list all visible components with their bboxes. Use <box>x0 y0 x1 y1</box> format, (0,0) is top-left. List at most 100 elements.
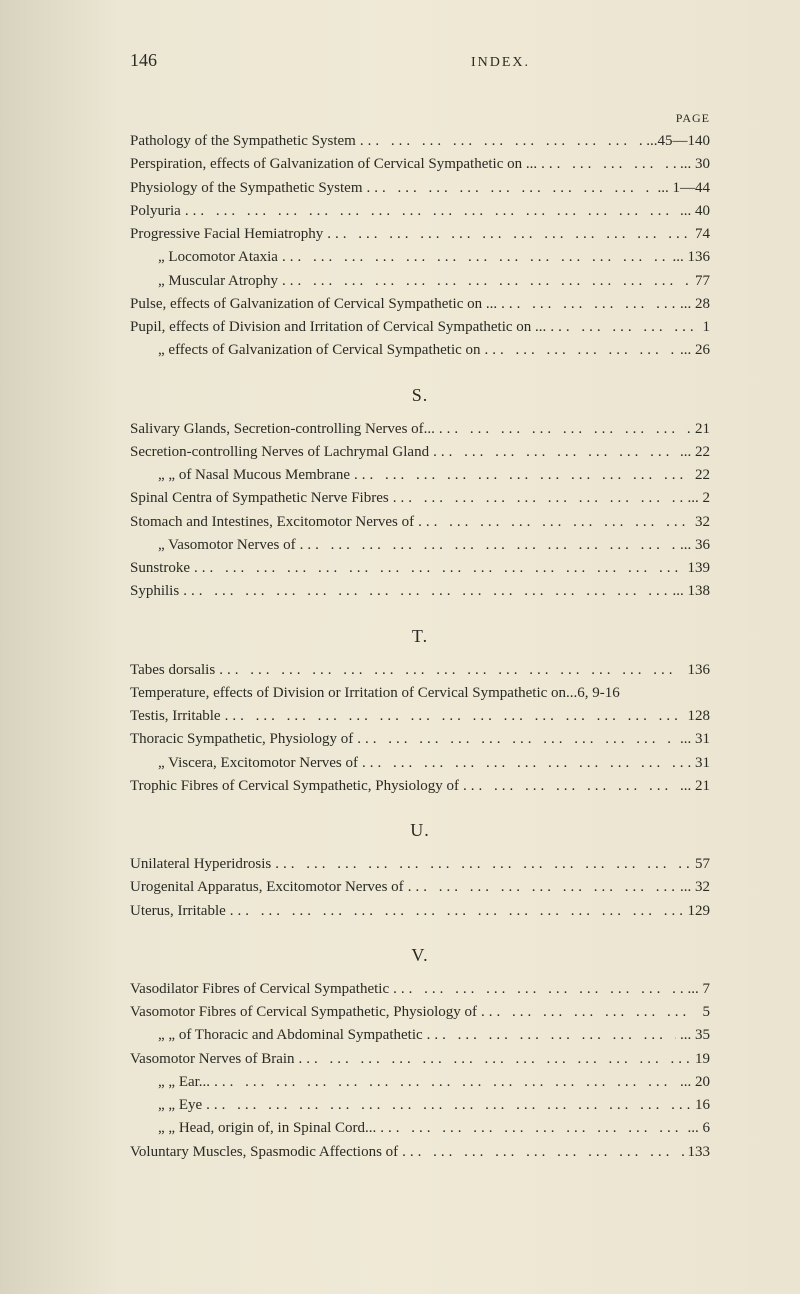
entry-label: „ „ of Thoracic and Abdominal Sympatheti… <box>158 1024 423 1047</box>
index-entry: Vasodilator Fibres of Cervical Sympathet… <box>130 978 710 1001</box>
index-entry: Polyuria... ... ... ... ... ... ... ... … <box>130 200 710 223</box>
index-entry: Pathology of the Sympathetic System... .… <box>130 130 710 153</box>
entry-label: Polyuria <box>130 200 181 223</box>
entry-leader: ... ... ... ... ... ... ... ... ... ... … <box>299 1048 691 1071</box>
entry-label: Testis, Irritable <box>130 705 221 728</box>
sections-container: Pathology of the Sympathetic System... .… <box>130 130 710 1164</box>
entry-label: „ effects of Galvanization of Cervical S… <box>158 339 481 362</box>
entry-label: Thoracic Sympathetic, Physiology of <box>130 728 353 751</box>
entry-label: Uterus, Irritable <box>130 900 226 923</box>
entry-leader: ... ... ... ... ... ... ... ... ... ... … <box>541 153 676 176</box>
entry-pages: 57 <box>695 853 710 876</box>
entry-leader: ... ... ... ... ... ... ... ... ... ... … <box>362 752 691 775</box>
entry-pages: 74 <box>695 223 710 246</box>
index-entry: Testis, Irritable... ... ... ... ... ...… <box>130 705 710 728</box>
entry-label: „ Locomotor Ataxia <box>158 246 278 269</box>
entry-label: „ Vasomotor Nerves of <box>158 534 296 557</box>
index-entry: Stomach and Intestines, Excitomotor Nerv… <box>130 511 710 534</box>
entry-label: Pupil, effects of Division and Irritatio… <box>130 316 546 339</box>
entry-label: Temperature, effects of Division or Irri… <box>130 682 620 705</box>
index-entry: Sunstroke... ... ... ... ... ... ... ...… <box>130 557 710 580</box>
entry-leader: ... ... ... ... ... ... ... ... ... ... … <box>393 487 684 510</box>
index-entry: Perspiration, effects of Galvanization o… <box>130 153 710 176</box>
index-entry: Pulse, effects of Galvanization of Cervi… <box>130 293 710 316</box>
section-letter: U. <box>130 820 710 841</box>
entry-pages: ... 136 <box>673 246 711 269</box>
entry-leader: ... ... ... ... ... ... ... ... ... ... … <box>275 853 691 876</box>
index-entry: „ Muscular Atrophy... ... ... ... ... ..… <box>130 270 710 293</box>
entry-leader: ... ... ... ... ... ... ... ... ... ... … <box>550 316 698 339</box>
entry-pages: ... 2 <box>688 487 711 510</box>
entry-label: Spinal Centra of Sympathetic Nerve Fibre… <box>130 487 389 510</box>
entry-label: Vasodilator Fibres of Cervical Sympathet… <box>130 978 389 1001</box>
section-letter: V. <box>130 945 710 966</box>
entry-label: Vasomotor Nerves of Brain <box>130 1048 295 1071</box>
section-letter: S. <box>130 385 710 406</box>
entry-pages: ... 20 <box>680 1071 710 1094</box>
index-entry: Secretion-controlling Nerves of Lachryma… <box>130 441 710 464</box>
entry-leader: ... ... ... ... ... ... ... ... ... ... … <box>194 557 684 580</box>
entry-pages: 21 <box>695 418 710 441</box>
entry-pages: ... 28 <box>680 293 710 316</box>
entry-pages: 16 <box>695 1094 710 1117</box>
entry-pages: 32 <box>695 511 710 534</box>
entry-leader: ... ... ... ... ... ... ... ... ... ... … <box>360 130 642 153</box>
entry-pages: 129 <box>688 900 711 923</box>
index-entry: Uterus, Irritable... ... ... ... ... ...… <box>130 900 710 923</box>
entry-label: Voluntary Muscles, Spasmodic Affections … <box>130 1141 398 1164</box>
index-entry: „ „ of Thoracic and Abdominal Sympatheti… <box>130 1024 710 1047</box>
entry-label: Tabes dorsalis <box>130 659 215 682</box>
entry-label: Pulse, effects of Galvanization of Cervi… <box>130 293 497 316</box>
entry-pages: ... 26 <box>680 339 710 362</box>
index-entry: Tabes dorsalis... ... ... ... ... ... ..… <box>130 659 710 682</box>
entry-pages: 128 <box>688 705 711 728</box>
entry-pages: 136 <box>688 659 711 682</box>
page-header: 146 INDEX. <box>130 50 710 71</box>
entry-label: Unilateral Hyperidrosis <box>130 853 271 876</box>
entry-label: Salivary Glands, Secretion-controlling N… <box>130 418 435 441</box>
index-entry: Temperature, effects of Division or Irri… <box>130 682 710 705</box>
entry-label: Pathology of the Sympathetic System <box>130 130 356 153</box>
entry-leader: ... ... ... ... ... ... ... ... ... ... … <box>282 246 669 269</box>
index-entry: Vasomotor Nerves of Brain... ... ... ...… <box>130 1048 710 1071</box>
index-entry: Vasomotor Fibres of Cervical Sympathetic… <box>130 1001 710 1024</box>
entry-leader: ... ... ... ... ... ... ... ... ... ... … <box>357 728 676 751</box>
index-entry: „ effects of Galvanization of Cervical S… <box>130 339 710 362</box>
entry-leader: ... ... ... ... ... ... ... ... ... ... … <box>219 659 683 682</box>
index-entry: Syphilis... ... ... ... ... ... ... ... … <box>130 580 710 603</box>
entry-leader: ... ... ... ... ... ... ... ... ... ... … <box>300 534 676 557</box>
index-entry: Urogenital Apparatus, Excitomotor Nerves… <box>130 876 710 899</box>
entry-leader: ... ... ... ... ... ... ... ... ... ... … <box>185 200 676 223</box>
entry-pages: ... 22 <box>680 441 710 464</box>
entry-pages: ... 7 <box>688 978 711 1001</box>
index-entry: Thoracic Sympathetic, Physiology of... .… <box>130 728 710 751</box>
index-entry: Trophic Fibres of Cervical Sympathetic, … <box>130 775 710 798</box>
entry-pages: ... 1—44 <box>658 177 711 200</box>
entry-label: Sunstroke <box>130 557 190 580</box>
index-entry: „ „ Head, origin of, in Spinal Cord.....… <box>130 1117 710 1140</box>
entry-leader: ... ... ... ... ... ... ... ... ... ... … <box>327 223 691 246</box>
index-entry: Physiology of the Sympathetic System... … <box>130 177 710 200</box>
entry-pages: 19 <box>695 1048 710 1071</box>
entry-label: „ „ Head, origin of, in Spinal Cord... <box>158 1117 376 1140</box>
entry-leader: ... ... ... ... ... ... ... ... ... ... … <box>418 511 691 534</box>
entry-label: Perspiration, effects of Galvanization o… <box>130 153 537 176</box>
entry-label: Physiology of the Sympathetic System <box>130 177 363 200</box>
entry-label: Trophic Fibres of Cervical Sympathetic, … <box>130 775 459 798</box>
entry-label: Vasomotor Fibres of Cervical Sympathetic… <box>130 1001 477 1024</box>
index-entry: „ Locomotor Ataxia... ... ... ... ... ..… <box>130 246 710 269</box>
page-number: 146 <box>130 50 157 71</box>
index-entry: Pupil, effects of Division and Irritatio… <box>130 316 710 339</box>
entry-leader: ... ... ... ... ... ... ... ... ... ... … <box>393 978 683 1001</box>
entry-leader: ... ... ... ... ... ... ... ... ... ... … <box>380 1117 683 1140</box>
entry-pages: 5 <box>703 1001 711 1024</box>
entry-pages: ... 30 <box>680 153 710 176</box>
index-entry: Unilateral Hyperidrosis... ... ... ... .… <box>130 853 710 876</box>
entry-pages: ... 21 <box>680 775 710 798</box>
index-entry: „ „ Ear...... ... ... ... ... ... ... ..… <box>130 1071 710 1094</box>
entry-pages: 133 <box>688 1141 711 1164</box>
entry-leader: ... ... ... ... ... ... ... ... ... ... … <box>367 177 654 200</box>
index-entry: „ „ of Nasal Mucous Membrane... ... ... … <box>130 464 710 487</box>
entry-leader: ... ... ... ... ... ... ... ... ... ... … <box>214 1071 676 1094</box>
entry-label: „ „ Eye <box>158 1094 202 1117</box>
